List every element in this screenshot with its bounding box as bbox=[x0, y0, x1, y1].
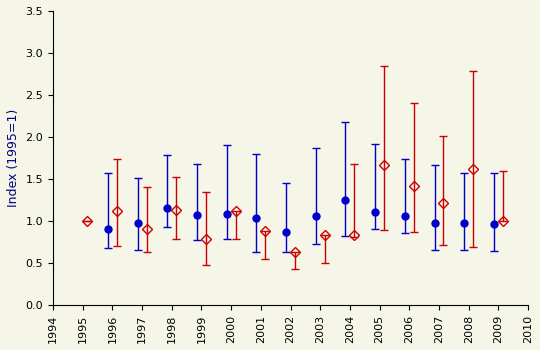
Y-axis label: Index (1995=1): Index (1995=1) bbox=[7, 109, 20, 207]
